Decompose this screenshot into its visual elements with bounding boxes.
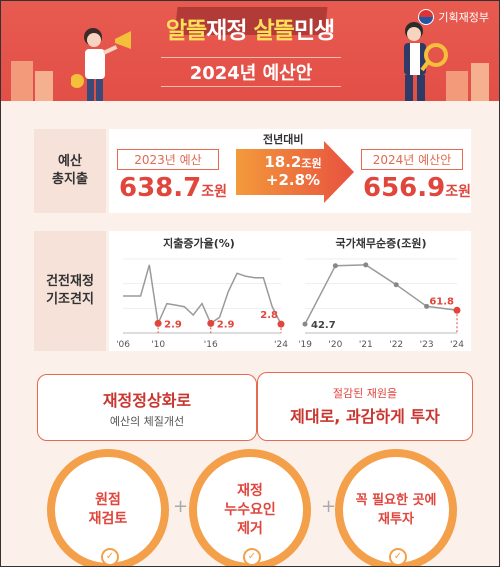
x-tick-label: '24 [274, 340, 288, 349]
data-point [393, 282, 399, 288]
check-icon: ✓ [243, 548, 261, 566]
header-banner: 알뜰재정 살뜰민생 2024년 예산안 기획재정부 [1, 1, 499, 101]
x-tick-label: '10 [151, 340, 165, 349]
data-label: 42.7 [311, 320, 336, 331]
budget-2024-unit: 조원 [445, 184, 472, 200]
data-point [207, 319, 215, 327]
plus-icon: + [321, 496, 337, 517]
data-point [363, 262, 369, 268]
budget-2024-value: 656.9조원 [363, 173, 471, 203]
normalization-title: 재정정상화로 [102, 391, 192, 410]
budget-2023-label: 2023년 예산 [117, 149, 219, 170]
plus-icon: + [173, 496, 189, 517]
data-point [424, 303, 430, 309]
circle-remove-leakage: 재정 누수요인 제거 [189, 449, 311, 566]
title-text-2: 민생 [293, 18, 335, 44]
circle-reinvest: 꼭 필요한 곳에 재투자 [335, 449, 457, 566]
national-debt-chart: 42.7 61.8 '19 '20 '21 '22 '23 '24 [299, 258, 464, 349]
woman-megaphone-illustration [71, 28, 131, 101]
chart1-title: 지출증가율(%) [163, 237, 235, 250]
budget-total-label: 예산 총지출 [34, 129, 106, 213]
invest-box: 절감된 재원을 제대로, 과감하게 투자 [257, 372, 473, 441]
increase-arrow-icon [236, 141, 354, 203]
subtitle: 2024년 예산안 [189, 63, 313, 84]
data-point [332, 263, 338, 269]
man-magnifier-illustration [404, 22, 448, 101]
circle-zero-base-review: 원점 재검토 [47, 449, 169, 566]
compare-label: 전년대비 [263, 133, 304, 146]
data-label: 61.8 [429, 296, 454, 307]
x-tick-label: '24 [450, 340, 464, 349]
diff-amount: 18.2조원 [253, 153, 333, 171]
fiscal-policy-label: 건전재정 기조견지 [34, 231, 106, 351]
budget-2024-number: 656.9 [363, 173, 446, 203]
x-tick-label: '20 [328, 340, 342, 349]
diff-percent: +2.8% [265, 171, 321, 189]
data-point [302, 321, 308, 327]
subtitle-frame [161, 57, 341, 87]
main-title: 알뜰재정 살뜰민생 [1, 11, 499, 45]
x-tick-label: '16 [204, 340, 218, 349]
budget-2023-unit: 조원 [201, 184, 228, 200]
data-label: 2.9 [164, 319, 182, 330]
series-line [123, 264, 282, 327]
building-illustration [11, 61, 33, 101]
building-illustration [35, 71, 53, 101]
emblem-icon [418, 9, 435, 25]
fiscal-panel [109, 231, 471, 351]
x-tick-label: '21 [359, 340, 373, 349]
data-point [453, 306, 461, 314]
data-label: 2.8 [260, 310, 278, 321]
fiscal-normalization-box: 재정정상화로 예산의 체질개선 [37, 374, 257, 441]
x-tick-label: '22 [389, 340, 403, 349]
check-icon: ✓ [389, 548, 407, 566]
data-point [154, 319, 162, 327]
invest-title: 제대로, 과감하게 투자 [290, 407, 440, 426]
invest-sub: 절감된 재원을 [332, 387, 398, 400]
diff-unit: 조원 [301, 157, 322, 170]
title-highlight-2: 살뜰 [253, 18, 295, 44]
title-highlight-1: 알뜰 [165, 18, 207, 44]
chart2-title: 국가채무순증(조원) [335, 237, 427, 250]
budget-2023-number: 638.7 [119, 173, 202, 203]
ministry-name: 기획재정부 [438, 11, 489, 24]
spending-growth-chart: 2.9 2.9 2.8 '06 '10 '16 '24 [117, 258, 288, 349]
x-tick-label: '23 [420, 340, 434, 349]
building-illustration [446, 71, 468, 101]
budget-2023-value: 638.7조원 [119, 173, 227, 203]
ministry-logo: 기획재정부 [418, 9, 489, 25]
building-illustration [471, 63, 489, 101]
diff-number: 18.2 [264, 153, 302, 171]
normalization-sub: 예산의 체질개선 [109, 415, 185, 428]
check-icon: ✓ [101, 548, 119, 566]
series-line [304, 264, 458, 325]
x-tick-label: '06 [117, 340, 130, 349]
budget-2024-label: 2024년 예산안 [361, 149, 463, 170]
data-label: 2.9 [217, 319, 235, 330]
title-text-1: 재정 [206, 18, 254, 44]
data-point [277, 320, 285, 328]
x-tick-label: '19 [299, 340, 312, 349]
